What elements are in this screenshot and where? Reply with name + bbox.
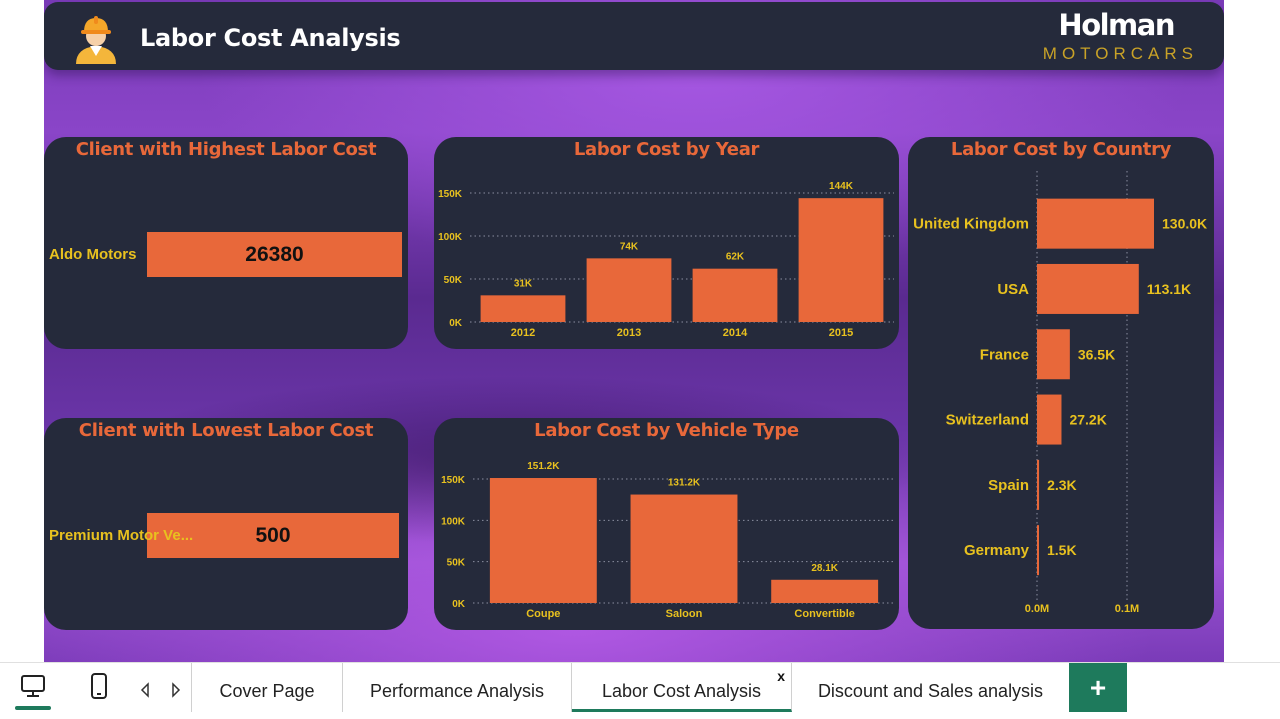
- bar[interactable]: [586, 258, 672, 322]
- client-name-label: Aldo Motors: [49, 246, 137, 263]
- report-header: Labor Cost Analysis Holman MOTORCARS: [44, 2, 1224, 70]
- labor-cost-by-country-chart: 0.0M 0.1M 130.0K United Kingdom 113.1K USA 36.…: [913, 171, 1207, 615]
- y-tick-label: 50K: [447, 558, 466, 569]
- bar[interactable]: [480, 295, 566, 322]
- bar[interactable]: [1037, 329, 1070, 380]
- data-label: 1.5K: [1047, 542, 1077, 558]
- lowest-labor-cost-card[interactable]: Client with Lowest Labor Cost Premium Mo…: [44, 418, 408, 630]
- construction-worker-icon: [76, 16, 116, 64]
- y-tick-label: USA: [997, 281, 1029, 298]
- y-tick-label: 100K: [438, 232, 463, 243]
- mobile-view-icon[interactable]: [89, 672, 109, 702]
- data-label: 113.1K: [1147, 281, 1191, 297]
- bar[interactable]: [1037, 198, 1154, 249]
- y-tick-label: France: [980, 346, 1029, 363]
- tab-discount-sales-analysis[interactable]: Discount and Sales analysis: [792, 663, 1069, 712]
- card-title: Client with Lowest Labor Cost: [78, 420, 374, 441]
- bar[interactable]: [630, 494, 738, 603]
- chart-title: Labor Cost by Country: [950, 139, 1172, 160]
- chart-title: Labor Cost by Vehicle Type: [534, 420, 799, 441]
- data-label: 62K: [726, 252, 745, 263]
- labor-cost-by-year-chart: 0K 50K 100K 150K 31K 2012 74K 2013 62K 2014 144K 20…: [438, 181, 894, 339]
- bar[interactable]: [1037, 525, 1039, 576]
- tab-label: Labor Cost Analysis: [601, 681, 762, 701]
- tab-label: Discount and Sales analysis: [817, 681, 1044, 701]
- tab-label: Performance Analysis: [369, 681, 545, 701]
- client-name-label: Premium Motor Ve...: [49, 527, 194, 544]
- bar[interactable]: [771, 579, 879, 603]
- tab-label: Cover Page: [219, 681, 315, 701]
- brand-logo-text: Holman: [1058, 8, 1175, 42]
- bar[interactable]: [692, 268, 778, 322]
- y-tick-label: 150K: [441, 475, 466, 486]
- y-tick-label: United Kingdom: [913, 216, 1029, 233]
- tab-cover-page[interactable]: Cover Page: [192, 663, 343, 712]
- data-label: 130.0K: [1162, 216, 1207, 232]
- y-tick-label: 0K: [449, 318, 463, 329]
- data-label: 36.5K: [1078, 346, 1115, 362]
- bar[interactable]: [1037, 459, 1040, 510]
- data-label: 151.2K: [527, 461, 560, 472]
- labor-cost-by-vehicle-card[interactable]: Labor Cost by Vehicle Type 0K 50K 100K 150K…: [434, 418, 899, 630]
- data-label: 131.2K: [668, 478, 701, 489]
- close-tab-icon[interactable]: x: [777, 668, 785, 684]
- bar[interactable]: [798, 198, 884, 322]
- data-label: 144K: [829, 181, 854, 192]
- kpi-bar[interactable]: [147, 513, 399, 558]
- bar[interactable]: [1037, 394, 1062, 445]
- report-canvas: Labor Cost Analysis Holman MOTORCARS Cli…: [44, 0, 1224, 662]
- kpi-bar[interactable]: [147, 232, 402, 277]
- labor-cost-by-vehicle-chart: 0K 50K 100K 150K 151.2K Coupe 131.2K Saloon 28.1…: [441, 461, 895, 620]
- data-label: 74K: [620, 241, 639, 252]
- data-label: 31K: [514, 278, 533, 289]
- desktop-view-icon[interactable]: [18, 673, 48, 703]
- data-label: 27.2K: [1069, 412, 1106, 428]
- tab-divider: [191, 663, 192, 712]
- x-tick-label: 2013: [617, 327, 641, 339]
- previous-page-icon[interactable]: [139, 682, 151, 698]
- x-tick-label: Convertible: [794, 608, 855, 620]
- x-tick-label: 2014: [723, 327, 748, 339]
- x-tick-label: 0.0M: [1025, 603, 1049, 615]
- labor-cost-by-country-card[interactable]: Labor Cost by Country 0.0M 0.1M 130.0K Unit…: [908, 137, 1214, 629]
- desktop-view-indicator: [15, 706, 51, 710]
- kpi-value: 26380: [245, 243, 304, 266]
- tab-performance-analysis[interactable]: Performance Analysis: [343, 663, 572, 712]
- data-label: 28.1K: [811, 563, 838, 574]
- x-tick-label: Coupe: [526, 608, 560, 620]
- y-tick-label: 0K: [452, 599, 466, 610]
- data-label: 2.3K: [1047, 477, 1077, 493]
- page-title: Labor Cost Analysis: [140, 24, 401, 52]
- y-tick-label: Switzerland: [946, 412, 1029, 429]
- y-tick-label: 100K: [441, 516, 466, 527]
- y-tick-label: 50K: [444, 275, 463, 286]
- card-title: Client with Highest Labor Cost: [75, 139, 377, 160]
- next-page-icon[interactable]: [170, 682, 182, 698]
- x-tick-label: Saloon: [666, 608, 703, 620]
- bar[interactable]: [1037, 263, 1139, 314]
- x-tick-label: 2012: [511, 327, 535, 339]
- y-tick-label: 150K: [438, 189, 463, 200]
- kpi-value: 500: [255, 524, 291, 547]
- tab-labor-cost-analysis[interactable]: Labor Cost Analysis x: [572, 663, 792, 712]
- highest-labor-cost-card[interactable]: Client with Highest Labor Cost Aldo Moto…: [44, 137, 408, 349]
- bar[interactable]: [489, 478, 597, 603]
- x-tick-label: 2015: [829, 327, 853, 339]
- y-tick-label: Spain: [988, 477, 1029, 494]
- x-tick-label: 0.1M: [1115, 603, 1139, 615]
- page-tab-bar: Cover Page Performance Analysis Labor Co…: [0, 662, 1280, 712]
- brand-logo-subtext: MOTORCARS: [1042, 44, 1198, 63]
- add-page-button[interactable]: +: [1069, 663, 1127, 712]
- labor-cost-by-year-card[interactable]: Labor Cost by Year 0K 50K 100K 150K 31K 2012 7…: [434, 137, 899, 349]
- chart-title: Labor Cost by Year: [573, 139, 760, 160]
- y-tick-label: Germany: [964, 542, 1030, 559]
